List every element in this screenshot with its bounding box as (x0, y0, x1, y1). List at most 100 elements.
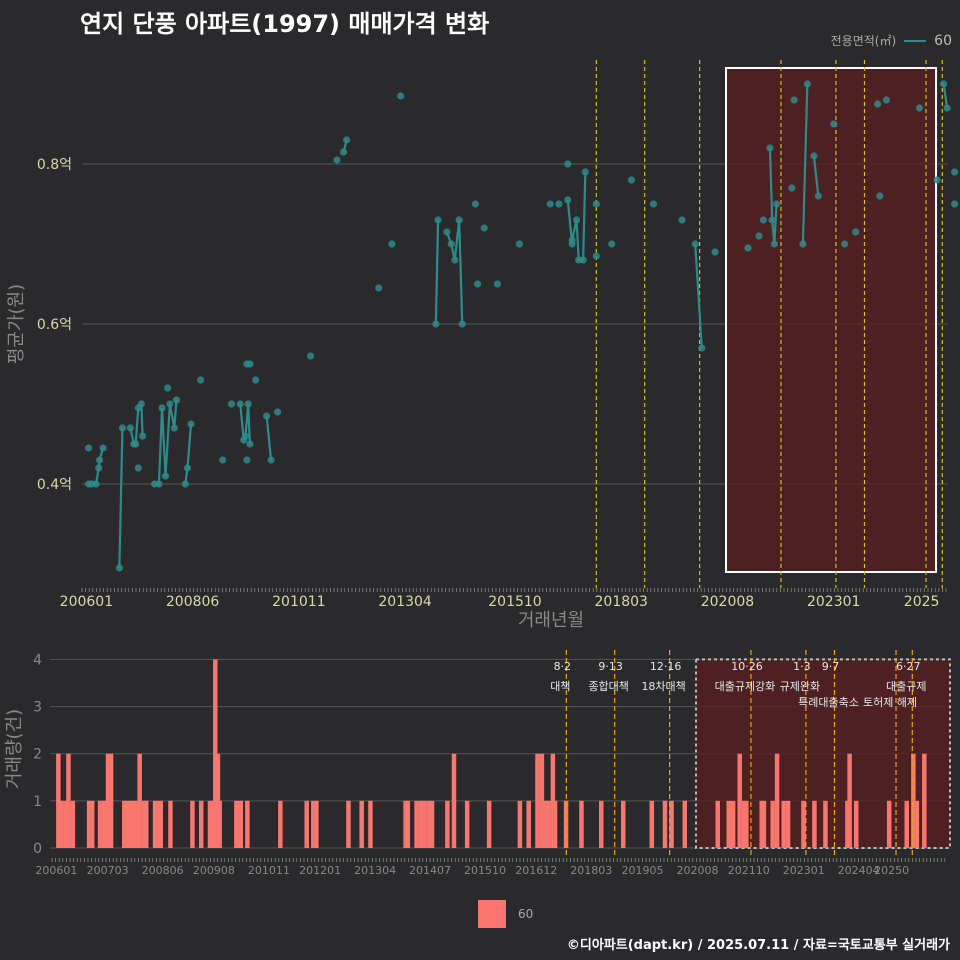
x-tick-label-bottom: 20250 (874, 864, 909, 877)
x-tick-label: 200806 (166, 594, 220, 610)
price-point (515, 240, 523, 248)
x-tick-label-bottom: 201407 (409, 864, 451, 877)
volume-bar (97, 800, 103, 848)
volume-bar (234, 800, 239, 848)
x-tick-label: 201011 (272, 594, 325, 610)
price-line-segment (942, 83, 949, 109)
price-point (274, 408, 282, 416)
price-point (246, 440, 254, 448)
volume-bar (526, 800, 531, 848)
y-tick-label: 0.8억 (37, 157, 72, 173)
volume-bar (682, 800, 688, 848)
price-point (790, 96, 798, 104)
volume-bar (190, 800, 195, 848)
price-point (236, 400, 244, 408)
volume-bar (853, 800, 859, 848)
volume-bar (886, 800, 892, 848)
volume-bar (418, 800, 424, 848)
price-point (126, 424, 134, 432)
price-point (246, 360, 254, 368)
price-line-segment (768, 147, 778, 245)
price-point (115, 564, 123, 572)
x-tick-label: 2025 (904, 594, 940, 610)
volume-bar (539, 753, 545, 848)
price-point (241, 432, 250, 440)
x-tick-label-bottom: 201612 (515, 864, 557, 877)
annotation-date: 1·3 (793, 660, 811, 673)
price-point (458, 320, 466, 328)
volume-bar (207, 800, 213, 848)
price-point (166, 400, 174, 408)
price-point (434, 216, 442, 224)
annotation-label: 대출규제 (886, 680, 926, 693)
price-point (810, 152, 818, 160)
price-point (455, 216, 463, 224)
price-chart-panel: 0.4억 0.6억 0.8억 200601 200806 201011 201304 2015… (6, 60, 959, 631)
price-point (755, 232, 763, 240)
price-point (803, 80, 811, 88)
x-tick-label-bottom: 201201 (299, 864, 341, 877)
price-point (564, 196, 572, 204)
price-point (933, 176, 941, 184)
volume-bar (552, 800, 558, 848)
x-tick-label-bottom: 202301 (783, 864, 825, 877)
price-line-segment (94, 447, 105, 485)
volume-bar (517, 800, 523, 848)
x-tick-label-bottom: 201803 (570, 864, 612, 877)
volume-bar (546, 800, 551, 848)
legend: 전용면적(㎡) 60 (831, 32, 952, 49)
price-point (772, 200, 781, 208)
volume-bar (486, 800, 492, 848)
volume-bar (911, 753, 916, 848)
price-point (388, 240, 396, 248)
price-point (164, 384, 172, 392)
price-point (471, 200, 480, 208)
price-point (768, 216, 776, 224)
volume-bar (86, 800, 92, 848)
x-tick-label: 201803 (595, 594, 648, 610)
price-point (134, 464, 142, 472)
price-point (814, 192, 822, 200)
price-line-segment (801, 83, 809, 245)
price-line-segment (265, 415, 273, 461)
volume-bar (198, 800, 204, 848)
y-tick-label-bottom: 4 (33, 652, 42, 668)
price-point (649, 200, 658, 208)
volume-bar (785, 800, 791, 848)
price-point (608, 240, 616, 248)
volume-bar (426, 800, 432, 848)
price-point (397, 92, 405, 100)
price-point (118, 424, 127, 432)
volume-bar (464, 800, 470, 848)
price-point (480, 224, 488, 232)
volume-bar (744, 800, 749, 848)
price-point (197, 376, 205, 384)
volume-bar (715, 800, 720, 848)
x-tick-label: 200601 (60, 594, 113, 610)
chart-title: 연지 단풍 아파트(1997) 매매가격 변화 (80, 10, 490, 38)
volume-bar (63, 800, 69, 848)
x-tick-label: 201304 (378, 594, 432, 610)
price-point (161, 472, 170, 480)
price-point (137, 400, 145, 408)
annotation-label: 규제완화 (780, 680, 820, 693)
x-tick-label-bottom: 200908 (193, 864, 235, 877)
volume-bar (129, 800, 135, 848)
y-axis-title-bottom: 거래량(건) (4, 709, 25, 789)
volume-bar (213, 659, 218, 848)
volume-bar (70, 800, 76, 848)
price-point (95, 456, 104, 464)
price-point (770, 240, 778, 248)
volume-bar (304, 800, 309, 848)
volume-bar (168, 800, 173, 848)
price-point (267, 456, 275, 464)
price-point (447, 240, 455, 248)
price-point (343, 136, 351, 144)
price-line-segment (445, 219, 464, 325)
price-point (678, 216, 686, 224)
price-point (244, 400, 252, 408)
price-point (568, 236, 576, 244)
volume-bar (158, 800, 164, 848)
y-axis-title: 평균가(원) (6, 284, 27, 364)
